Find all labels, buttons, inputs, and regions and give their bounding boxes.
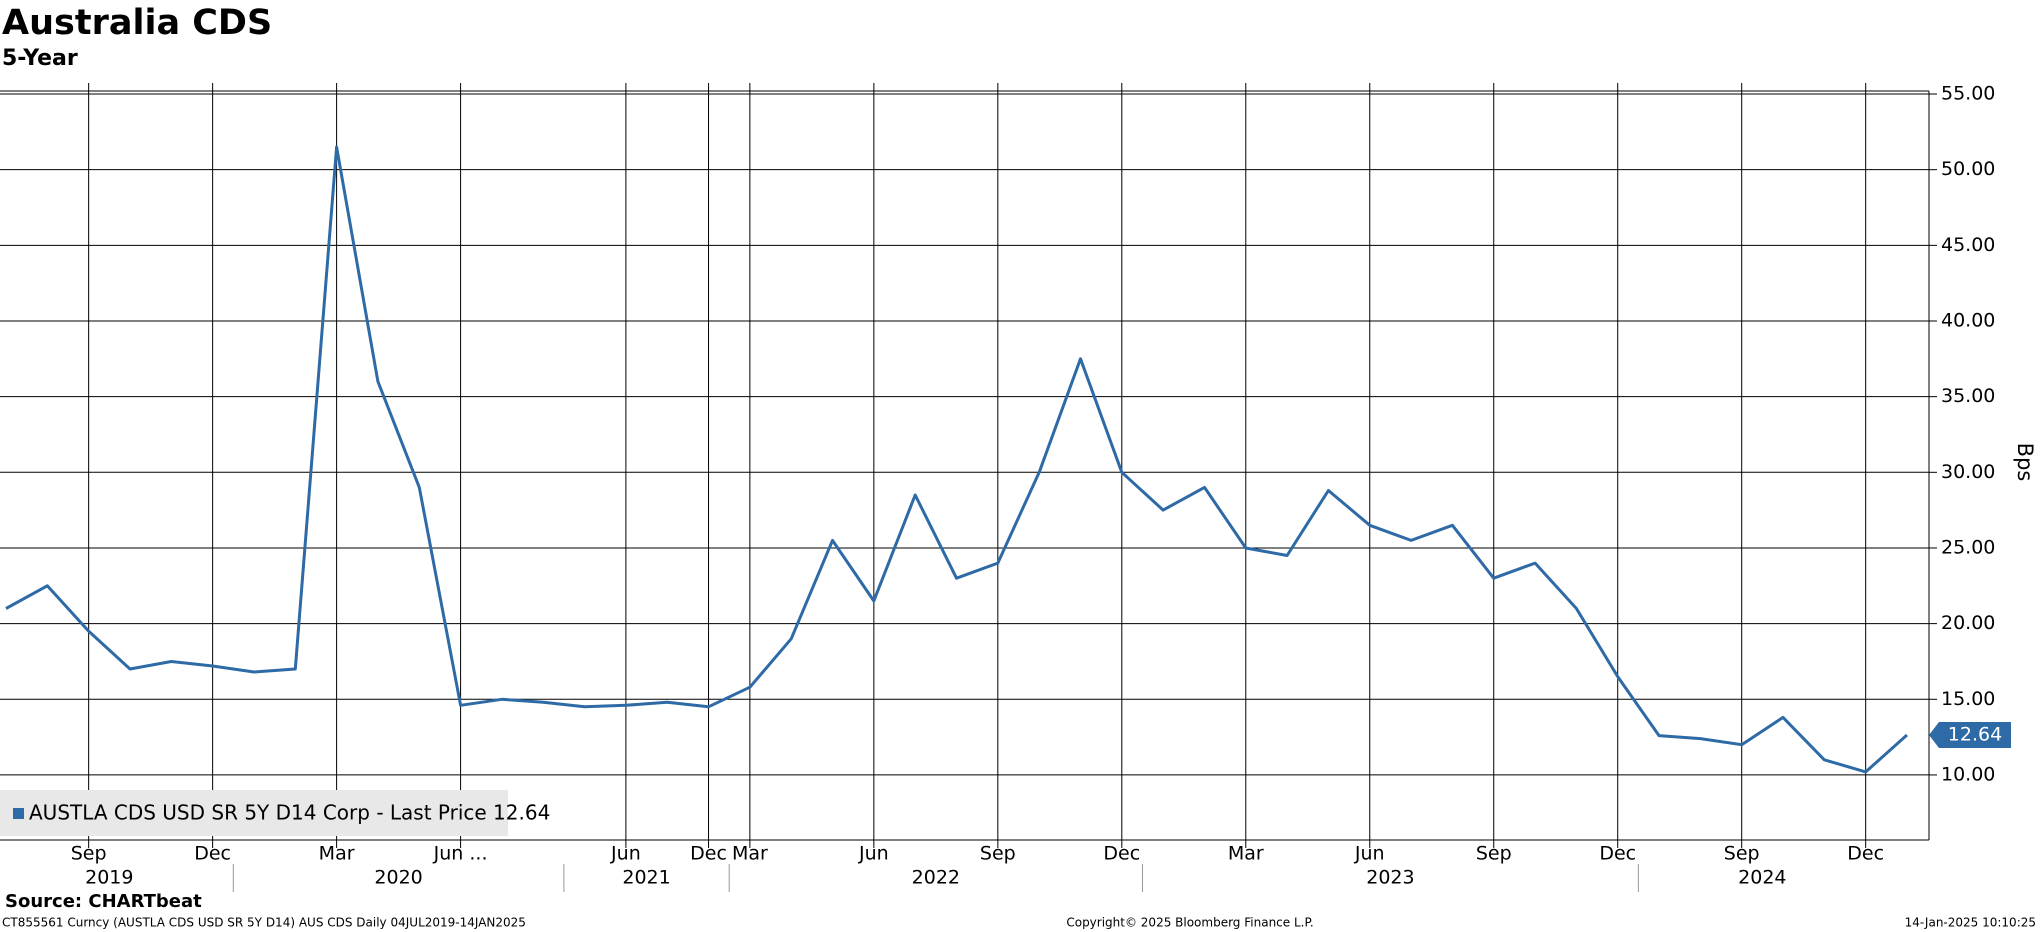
y-tick-label: 35.00 xyxy=(1941,385,1995,407)
x-tick-label: Jun xyxy=(610,843,641,865)
chart-subtitle: 5-Year xyxy=(2,46,78,71)
legend-label: AUSTLA CDS USD SR 5Y D14 Corp - Last Pri… xyxy=(29,801,550,825)
y-tick-label: 15.00 xyxy=(1941,688,1995,710)
legend-swatch xyxy=(13,808,24,819)
y-tick-label: 20.00 xyxy=(1941,612,1995,634)
x-year-label: 2020 xyxy=(374,867,422,889)
y-tick-label: 10.00 xyxy=(1941,763,1995,785)
source: Source: CHARTbeat xyxy=(5,891,202,912)
x-tick-label: Dec xyxy=(194,843,231,865)
x-tick-label: Mar xyxy=(732,843,768,865)
y-tick-label: 45.00 xyxy=(1941,234,1995,256)
x-tick-label: Dec xyxy=(1847,843,1884,865)
y-tick-label: 50.00 xyxy=(1941,158,1995,180)
last-value-box xyxy=(1929,721,2011,748)
footer-left: CT855561 Curncy (AUSTLA CDS USD SR 5Y D1… xyxy=(2,916,526,930)
x-tick-label: Sep xyxy=(980,843,1016,865)
x-tick-label: Sep xyxy=(71,843,107,865)
footer-center: Copyright© 2025 Bloomberg Finance L.P. xyxy=(1066,916,1313,930)
x-year-label: 2021 xyxy=(622,867,670,889)
x-tick-label: Dec xyxy=(1599,843,1636,865)
y-axis-label: Bps xyxy=(2013,443,2037,482)
last-value-label: 12.64 xyxy=(1948,723,2002,745)
y-tick-label: 25.00 xyxy=(1941,536,1995,558)
chart-title: Australia CDS xyxy=(2,3,272,43)
x-year-label: 2023 xyxy=(1366,867,1414,889)
x-tick-label: Sep xyxy=(1476,843,1512,865)
x-year-label: 2024 xyxy=(1738,867,1786,889)
x-year-label: 2019 xyxy=(85,867,133,889)
x-tick-label: Jun xyxy=(858,843,889,865)
y-tick-label: 55.00 xyxy=(1941,83,1995,105)
x-tick-label: Jun ... xyxy=(433,843,488,865)
legend-box xyxy=(0,790,508,836)
x-tick-label: Mar xyxy=(1228,843,1264,865)
x-tick-label: Dec xyxy=(690,843,727,865)
y-tick-label: 40.00 xyxy=(1941,309,1995,331)
x-tick-label: Sep xyxy=(1724,843,1760,865)
footer-right: 14-Jan-2025 10:10:25 xyxy=(1905,916,2036,930)
x-tick-label: Dec xyxy=(1103,843,1140,865)
x-tick-label: Mar xyxy=(319,843,355,865)
series-line xyxy=(5,145,1908,774)
y-tick-label: 30.00 xyxy=(1941,461,1995,483)
x-year-label: 2022 xyxy=(912,867,960,889)
x-tick-label: Jun xyxy=(1354,843,1385,865)
